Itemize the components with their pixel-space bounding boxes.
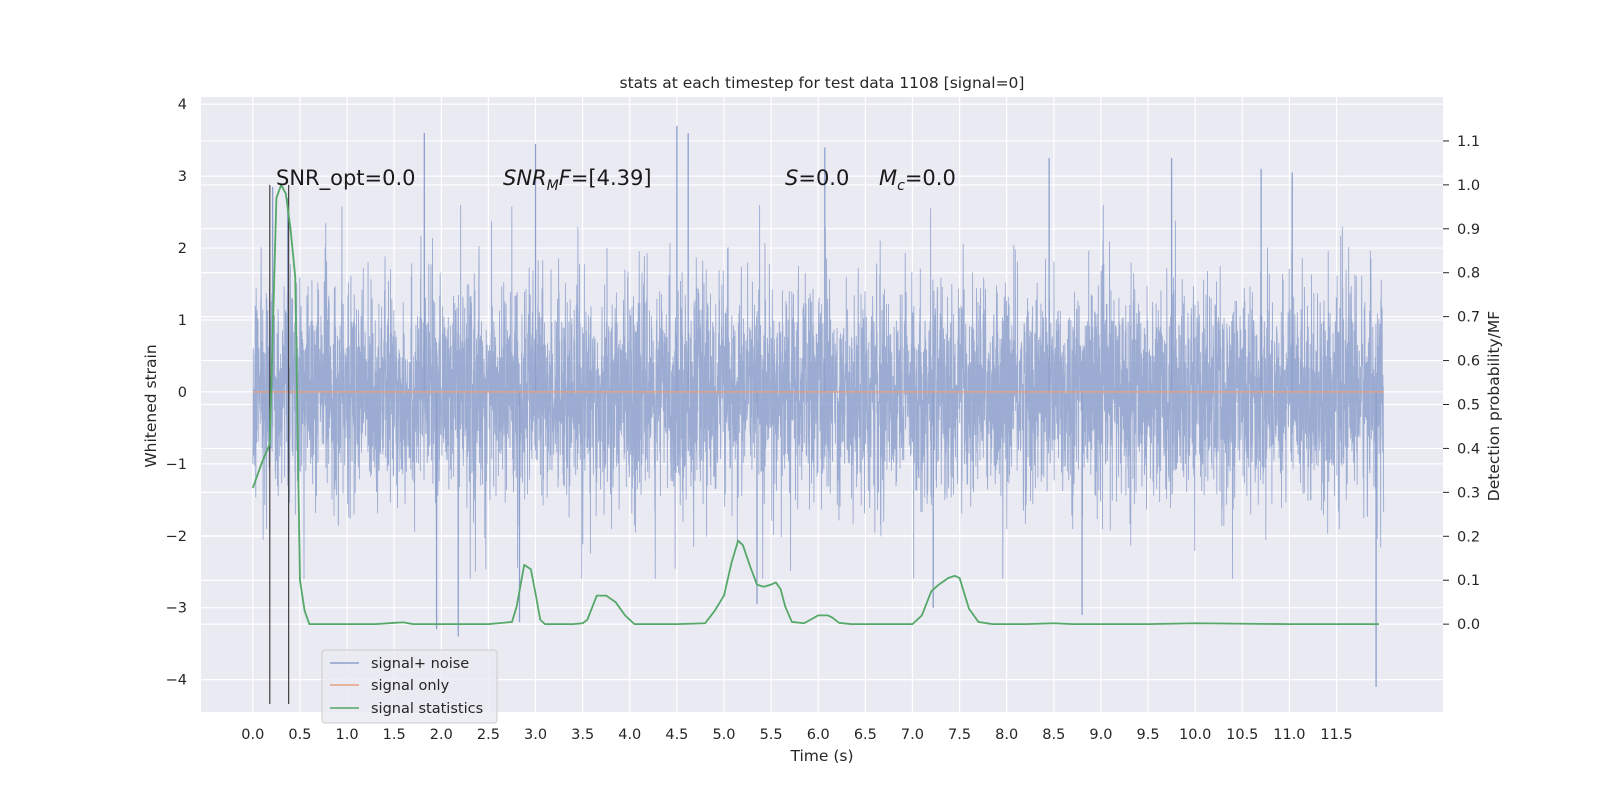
legend-label-signal: signal only xyxy=(371,678,450,694)
y-right-tick-label: 0.0 xyxy=(1457,617,1480,633)
s-symbol: S xyxy=(785,166,798,190)
y-right-tick-label: 0.2 xyxy=(1457,529,1480,545)
x-tick-label: 10.0 xyxy=(1179,727,1211,743)
x-tick-label: 8.5 xyxy=(1042,727,1065,743)
x-tick-label: 1.0 xyxy=(336,727,359,743)
x-tick-label: 9.5 xyxy=(1137,727,1160,743)
x-tick-label: 3.5 xyxy=(571,727,594,743)
snr-mf-sub: M xyxy=(547,178,559,194)
x-tick-label: 0.0 xyxy=(241,727,264,743)
x-tick-label: 9.0 xyxy=(1089,727,1112,743)
annotation-snr-mf: SNRMF=[4.39] xyxy=(503,166,652,194)
legend-box xyxy=(321,649,498,724)
legend-label-stats: signal statistics xyxy=(371,701,483,717)
annotation-s: S=0.0 xyxy=(785,166,849,190)
axis-ticks: 0.0 0.5 1.0 1.5 2.0 2.5 3.0 3.5 4.0 4.5 5.0 5.5 6.0 6… xyxy=(166,97,1480,743)
snr-mf-mid: F xyxy=(559,166,572,190)
y-tick-label: 0 xyxy=(178,385,187,401)
mc-symbol: M xyxy=(879,166,897,190)
x-axis-label: Time (s) xyxy=(789,747,853,765)
y-tick-label: −4 xyxy=(166,673,187,689)
y-axis-right-label: Detection probability/MF xyxy=(1485,311,1503,502)
chart-title: stats at each timestep for test data 110… xyxy=(620,74,1025,92)
mc-sub: c xyxy=(897,178,905,194)
x-tick-label: 7.5 xyxy=(948,727,971,743)
y-tick-label: 3 xyxy=(178,169,187,185)
snr-mf-base: SNR xyxy=(503,166,547,190)
y-tick-label: 4 xyxy=(178,97,187,113)
y-tick-label: −3 xyxy=(166,601,187,617)
mc-value: =0.0 xyxy=(905,166,956,190)
annotation-snr-opt: SNR_opt=0.0 xyxy=(276,166,416,191)
y-tick-label: 1 xyxy=(178,313,187,329)
y-right-tick-label: 0.7 xyxy=(1457,310,1480,326)
legend: signal+ noise signal only signal statist… xyxy=(321,649,498,724)
noise-line xyxy=(252,204,1385,579)
x-tick-label: 10.5 xyxy=(1226,727,1258,743)
y-right-tick-label: 0.3 xyxy=(1457,485,1480,501)
y-axis-label: Whitened strain xyxy=(142,344,160,467)
y-right-tick-label: 0.9 xyxy=(1457,222,1480,238)
y-right-tick-label: 0.1 xyxy=(1457,573,1480,589)
x-tick-label: 2.5 xyxy=(477,727,500,743)
noise-series xyxy=(252,125,1385,687)
snr-mf-value: =[4.39] xyxy=(571,166,652,190)
s-value: =0.0 xyxy=(798,166,849,190)
annotation-mc: Mc=0.0 xyxy=(879,166,956,194)
x-tick-label: 2.0 xyxy=(430,727,453,743)
y-right-tick-label: 0.4 xyxy=(1457,441,1480,457)
y-tick-label: 2 xyxy=(178,241,187,257)
x-tick-label: 11.5 xyxy=(1320,727,1352,743)
x-tick-label: 4.5 xyxy=(665,727,688,743)
y-right-tick-label: 1.0 xyxy=(1457,178,1480,194)
x-tick-label: 6.0 xyxy=(807,727,830,743)
x-tick-label: 1.5 xyxy=(383,727,406,743)
y-tick-label: −2 xyxy=(166,529,187,545)
y-right-tick-label: 0.5 xyxy=(1457,398,1480,414)
x-tick-label: 5.5 xyxy=(760,727,783,743)
y-tick-label: −1 xyxy=(166,457,187,473)
y-right-tick-label: 0.6 xyxy=(1457,354,1480,370)
stats-series xyxy=(251,183,1379,626)
x-tick-label: 7.0 xyxy=(901,727,924,743)
x-tick-label: 8.0 xyxy=(995,727,1018,743)
x-tick-label: 6.5 xyxy=(854,727,877,743)
legend-label-noise: signal+ noise xyxy=(371,656,469,672)
stats-line xyxy=(251,183,1379,626)
x-tick-label: 0.5 xyxy=(288,727,311,743)
x-tick-label: 4.0 xyxy=(618,727,641,743)
x-tick-label: 3.0 xyxy=(524,727,547,743)
annotations: SNR_opt=0.0 SNRMF=[4.39] S=0.0 Mc=0.0 xyxy=(276,166,956,194)
y-right-tick-label: 0.8 xyxy=(1457,266,1480,282)
x-tick-label: 5.0 xyxy=(712,727,735,743)
x-tick-label: 11.0 xyxy=(1273,727,1305,743)
y-right-tick-label: 1.1 xyxy=(1457,134,1480,150)
